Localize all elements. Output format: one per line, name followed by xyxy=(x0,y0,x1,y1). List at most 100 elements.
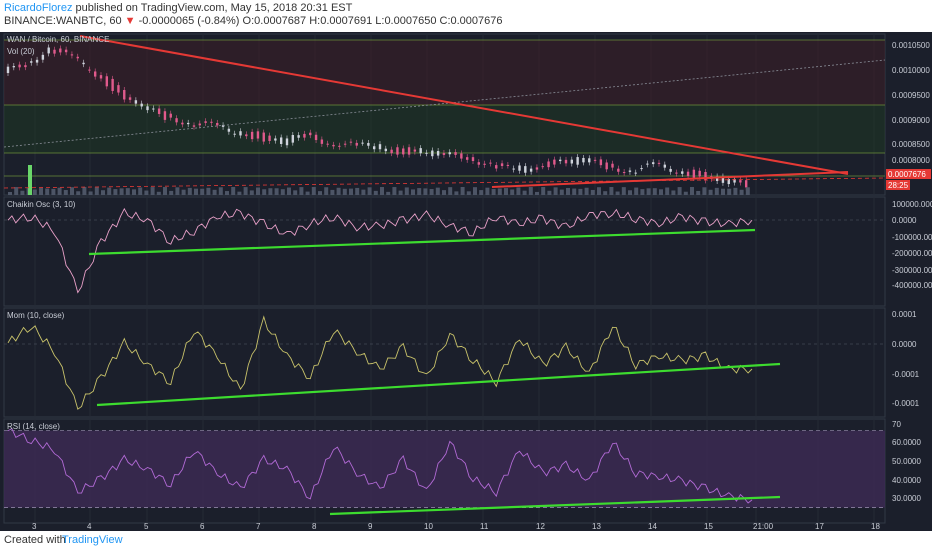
price-tick: 0.0008000 xyxy=(892,156,930,165)
price-tick: 0.0009500 xyxy=(892,91,930,100)
chart-header: RicardoFlorez published on TradingView.c… xyxy=(0,0,932,32)
indicator-tick: -300000.0000 xyxy=(892,266,932,275)
volume-bar xyxy=(305,191,310,195)
volume-bar xyxy=(559,189,564,195)
volume-label: Vol (20) xyxy=(7,47,35,56)
volume-bar xyxy=(45,188,50,195)
x-tick-label: 17 xyxy=(815,522,824,531)
volume-bar xyxy=(417,188,422,195)
volume-bar xyxy=(138,187,143,195)
volume-bar xyxy=(733,187,738,195)
candle xyxy=(262,132,265,142)
indicator-tick: 40.0000 xyxy=(892,476,921,485)
indicator-tick: -200000.0000 xyxy=(892,249,932,258)
volume-bar xyxy=(714,187,719,195)
candle xyxy=(675,172,678,174)
candle xyxy=(495,165,498,169)
volume-bar xyxy=(547,190,552,195)
x-tick-label: 11 xyxy=(480,522,489,531)
volume-bar xyxy=(702,187,707,195)
author-link[interactable]: RicardoFlorez xyxy=(4,2,73,14)
indicator-series-line xyxy=(7,315,753,410)
candle xyxy=(186,122,190,125)
candle xyxy=(47,47,50,54)
volume-bar xyxy=(8,192,12,195)
candle xyxy=(210,121,213,123)
volume-bar xyxy=(590,189,595,195)
volume-bar xyxy=(727,188,732,195)
candle xyxy=(140,103,143,107)
indicator-tick: -100000.0000 xyxy=(892,233,932,242)
candle xyxy=(70,54,74,56)
volume-bar xyxy=(535,191,539,195)
candle xyxy=(169,113,172,118)
volume-bar xyxy=(82,187,87,195)
candle xyxy=(588,158,591,163)
publish-info: published on TradingView.com, May 15, 20… xyxy=(75,2,353,14)
candle xyxy=(146,106,149,111)
candle xyxy=(419,148,422,154)
candle xyxy=(35,59,39,63)
candle xyxy=(291,135,295,143)
candle xyxy=(396,147,399,155)
volume-bar xyxy=(181,189,186,195)
volume-bar xyxy=(628,190,632,195)
price-axis[interactable] xyxy=(885,32,932,531)
candle xyxy=(547,161,550,168)
volume-bar xyxy=(169,190,174,195)
volume-bar xyxy=(380,187,384,195)
volume-bar xyxy=(640,189,645,195)
volume-bar xyxy=(94,187,99,195)
volume-bar xyxy=(609,187,614,195)
tradingview-logo-link[interactable]: TradingView xyxy=(62,534,123,546)
candle xyxy=(227,128,231,132)
candle xyxy=(407,147,411,155)
candle xyxy=(698,170,701,177)
volume-bar xyxy=(435,187,440,195)
candle xyxy=(721,176,725,183)
ohlc-label: O:0.0007687 H:0.0007691 L:0.0007650 C:0.… xyxy=(242,15,503,27)
volume-bar xyxy=(683,191,688,195)
candle xyxy=(593,159,597,161)
volume-bar xyxy=(659,189,663,195)
volume-bar xyxy=(132,189,136,195)
candle xyxy=(134,100,138,104)
candle xyxy=(634,172,637,174)
price-tick: 0.0009000 xyxy=(892,116,930,125)
candle xyxy=(349,141,353,143)
volume-bar xyxy=(448,187,453,195)
volume-bar xyxy=(206,187,211,195)
candle xyxy=(256,131,260,139)
volume-bar xyxy=(739,189,744,195)
candle xyxy=(686,171,690,177)
candle xyxy=(646,163,649,165)
candle xyxy=(390,149,393,154)
symbol-line: BINANCE:WANBTC, 60 ▼ -0.0000065 (-0.84%)… xyxy=(4,15,503,27)
candle xyxy=(268,135,271,141)
candle xyxy=(436,151,440,156)
indicator-tick: 0.0001 xyxy=(892,310,917,319)
candle xyxy=(64,49,68,53)
volume-bar xyxy=(101,190,105,195)
volume-bar xyxy=(225,191,229,195)
volume-bar xyxy=(584,187,589,195)
chart-area[interactable]: WAN / Bitcoin, 60, BINANCE Vol (20) 0.0010… xyxy=(0,32,932,531)
candle xyxy=(326,143,329,145)
volume-bar xyxy=(473,187,477,195)
candle xyxy=(733,178,736,183)
dashed-trend-line xyxy=(3,59,886,148)
volume-bar xyxy=(578,188,583,195)
price-tick: 0.0010500 xyxy=(892,41,930,50)
candle xyxy=(24,65,27,68)
candle xyxy=(704,171,707,181)
candle xyxy=(454,152,457,155)
candle xyxy=(192,125,196,127)
indicator-tick: -400000.0000 xyxy=(892,281,932,290)
candle xyxy=(41,54,45,60)
candle xyxy=(715,176,719,181)
volume-bar xyxy=(57,187,62,195)
volume-bar xyxy=(386,191,391,195)
volume-bar xyxy=(156,191,161,195)
countdown-label: 28:25 xyxy=(888,181,909,190)
x-tick-label: 14 xyxy=(648,522,657,531)
